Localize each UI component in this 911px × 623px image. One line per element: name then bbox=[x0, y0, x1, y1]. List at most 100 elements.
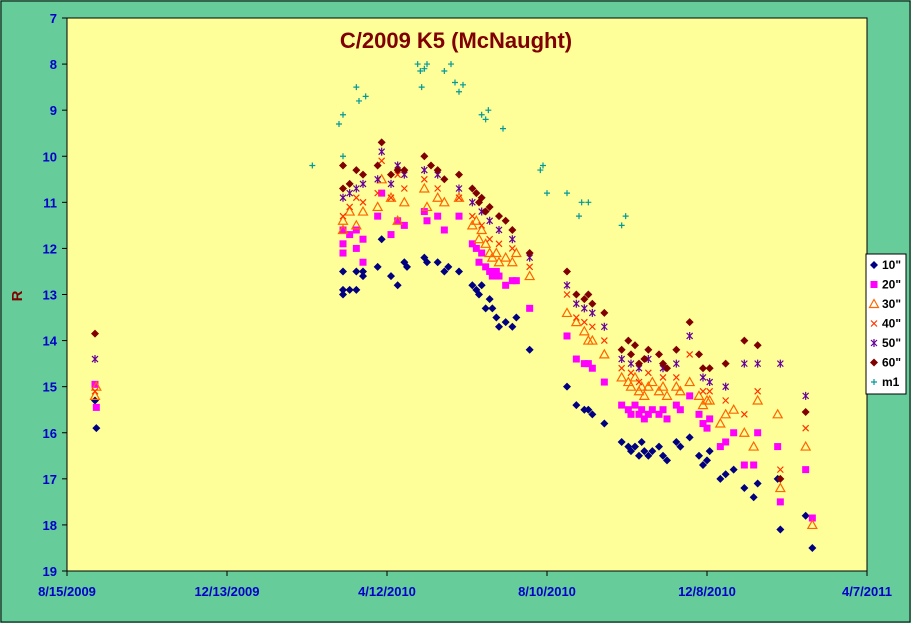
data-point bbox=[387, 272, 395, 281]
data-point bbox=[392, 215, 404, 225]
y-tick-label: 19 bbox=[43, 564, 57, 579]
data-point bbox=[699, 461, 707, 470]
legend-marker bbox=[870, 261, 878, 269]
data-point bbox=[740, 336, 749, 345]
data-point bbox=[625, 380, 637, 391]
data-point bbox=[357, 205, 369, 216]
data-point bbox=[352, 166, 361, 175]
data-point bbox=[588, 323, 596, 331]
data-point bbox=[561, 307, 573, 318]
data-point bbox=[91, 329, 99, 338]
data-point bbox=[699, 420, 707, 428]
data-point bbox=[617, 437, 626, 446]
data-point bbox=[657, 380, 669, 391]
data-point bbox=[440, 267, 449, 276]
data-point bbox=[500, 251, 512, 262]
data-point bbox=[418, 84, 425, 91]
data-point bbox=[421, 65, 428, 72]
data-point bbox=[693, 390, 705, 400]
data-point bbox=[417, 67, 424, 74]
data-point bbox=[352, 226, 360, 234]
data-point bbox=[638, 406, 646, 414]
data-point bbox=[627, 410, 635, 418]
data-point bbox=[500, 125, 506, 132]
data-point bbox=[699, 387, 707, 395]
data-point bbox=[352, 267, 361, 276]
data-point bbox=[359, 198, 367, 206]
data-point bbox=[580, 304, 588, 313]
data-point bbox=[705, 447, 714, 456]
data-point bbox=[663, 364, 671, 373]
y-tick-label: 15 bbox=[43, 380, 57, 395]
data-point bbox=[434, 212, 442, 220]
data-point bbox=[448, 61, 454, 68]
data-point bbox=[622, 376, 634, 387]
data-point bbox=[420, 152, 429, 161]
data-point bbox=[508, 225, 517, 234]
data-point bbox=[478, 111, 485, 118]
data-point bbox=[748, 440, 760, 451]
data-point bbox=[749, 493, 758, 502]
data-point bbox=[676, 442, 685, 451]
data-point bbox=[387, 179, 395, 188]
data-point bbox=[642, 380, 654, 391]
data-point bbox=[346, 189, 354, 198]
data-point bbox=[359, 170, 367, 179]
data-point bbox=[618, 401, 626, 409]
data-point bbox=[373, 262, 382, 271]
x-tick-label: 4/12/2010 bbox=[358, 584, 416, 599]
x-tick-label: 4/7/2011 bbox=[842, 584, 892, 599]
data-point bbox=[441, 67, 448, 74]
data-point bbox=[695, 350, 703, 359]
data-point bbox=[418, 182, 430, 193]
y-axis-label: R bbox=[9, 290, 26, 301]
data-point bbox=[740, 461, 748, 469]
y-tick-label: 17 bbox=[43, 472, 57, 487]
data-point bbox=[486, 267, 494, 275]
data-point bbox=[420, 208, 428, 216]
data-point bbox=[586, 334, 598, 345]
data-point bbox=[394, 171, 402, 179]
y-tick-label: 13 bbox=[43, 288, 57, 303]
data-point bbox=[352, 194, 360, 202]
data-point bbox=[635, 359, 643, 368]
data-point bbox=[488, 272, 496, 280]
data-point bbox=[468, 184, 477, 193]
data-point bbox=[501, 318, 510, 327]
data-point bbox=[672, 437, 681, 446]
data-point bbox=[339, 226, 347, 234]
data-point bbox=[477, 281, 486, 290]
x-tick-label: 12/8/2010 bbox=[678, 584, 736, 599]
data-point bbox=[659, 374, 667, 381]
data-point bbox=[472, 244, 480, 252]
data-point bbox=[646, 376, 658, 387]
data-point bbox=[485, 202, 494, 211]
data-point bbox=[468, 281, 477, 290]
data-point bbox=[695, 410, 703, 418]
series-4 bbox=[91, 147, 810, 400]
legend-label: 40" bbox=[882, 317, 901, 331]
data-point bbox=[661, 390, 673, 400]
y-tick-label: 9 bbox=[50, 103, 57, 118]
legend-box bbox=[865, 253, 907, 395]
y-tick-label: 8 bbox=[50, 57, 57, 72]
legend-item: 30" bbox=[868, 297, 901, 311]
data-point bbox=[618, 355, 626, 364]
data-point bbox=[423, 217, 431, 225]
data-point bbox=[91, 387, 99, 395]
data-point bbox=[350, 219, 362, 230]
data-point bbox=[345, 179, 354, 188]
data-point bbox=[752, 394, 764, 405]
data-point bbox=[738, 427, 750, 437]
data-point bbox=[486, 216, 494, 225]
data-point bbox=[640, 415, 648, 423]
y-tick-label: 18 bbox=[43, 518, 57, 533]
data-point bbox=[508, 322, 517, 331]
data-point bbox=[400, 185, 408, 192]
data-point bbox=[424, 61, 430, 68]
data-point bbox=[362, 93, 369, 100]
data-point bbox=[420, 166, 428, 175]
data-point bbox=[434, 185, 442, 192]
data-point bbox=[508, 235, 516, 244]
